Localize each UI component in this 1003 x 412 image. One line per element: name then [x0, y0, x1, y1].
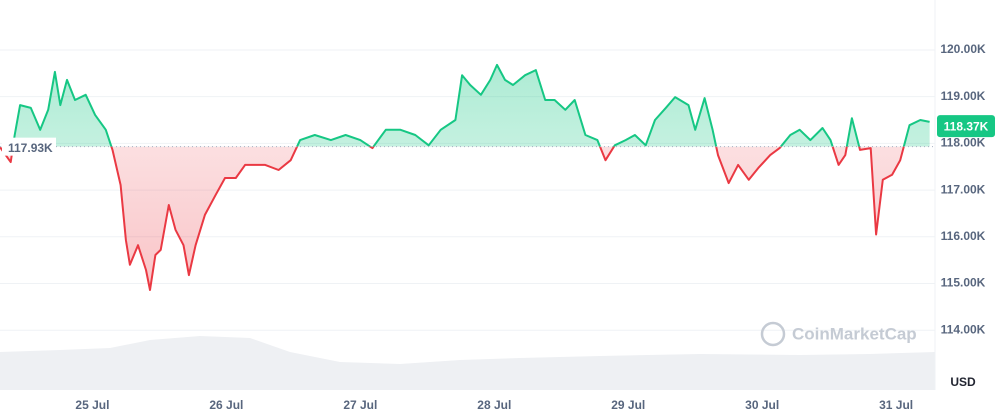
y-tick-label: 117.00K: [941, 182, 986, 196]
x-tick-label: 27 Jul: [343, 398, 377, 412]
baseline-label: 117.93K: [8, 141, 53, 155]
y-tick-label: 115.00K: [941, 276, 986, 290]
y-tick-label: 114.00K: [941, 322, 986, 336]
watermark: CoinMarketCap: [760, 321, 917, 347]
area-down: [0, 146, 930, 290]
y-tick-label: 119.00K: [941, 89, 986, 103]
watermark-text: CoinMarketCap: [792, 324, 917, 343]
volume-area: [0, 336, 935, 390]
y-tick-label: 120.00K: [940, 42, 986, 56]
x-tick-label: 29 Jul: [611, 398, 645, 412]
y-tick-label: 116.00K: [941, 229, 986, 243]
line-up: [0, 63, 930, 147]
x-tick-label: 30 Jul: [745, 398, 779, 412]
x-tick-label: 28 Jul: [477, 398, 511, 412]
x-tick-label: 26 Jul: [209, 398, 243, 412]
area-up: [12, 64, 930, 147]
x-tick-label: 25 Jul: [75, 398, 109, 412]
currency-label: USD: [950, 375, 976, 389]
x-tick-label: 31 Jul: [879, 398, 913, 412]
last-price-label: 118.37K: [944, 119, 989, 133]
last-price-badge: [937, 115, 995, 138]
y-tick-label: 118.00K: [941, 136, 986, 150]
baseline-label-bg: [2, 137, 56, 156]
line-down: [0, 146, 905, 291]
